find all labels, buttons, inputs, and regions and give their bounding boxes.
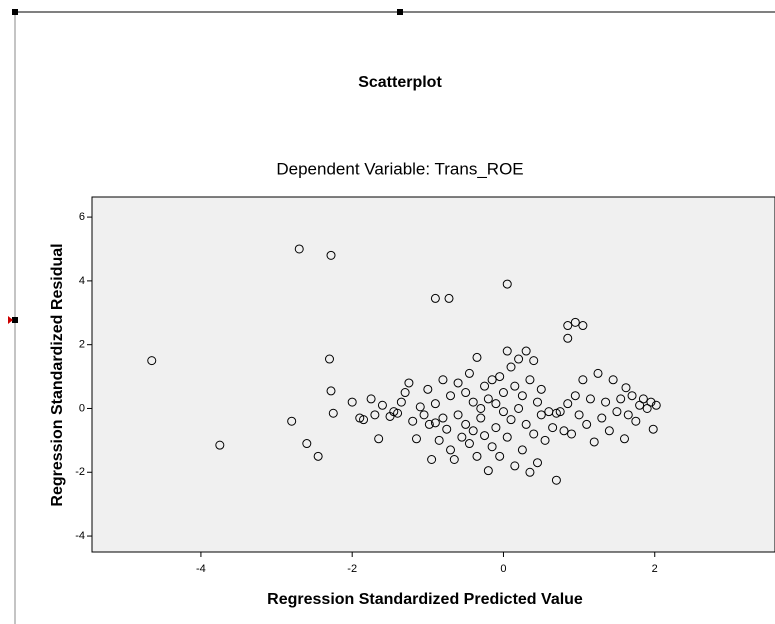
chart-subtitle: Dependent Variable: Trans_ROE	[276, 159, 523, 178]
plot-area	[92, 197, 775, 552]
y-axis-label: Regression Standardized Residual	[49, 243, 66, 506]
y-tick-label: 2	[79, 339, 85, 351]
x-tick-label: -4	[196, 563, 206, 575]
x-tick-label: 2	[652, 563, 658, 575]
handle	[397, 9, 403, 15]
y-tick-label: -4	[75, 530, 85, 542]
x-tick-label: -2	[347, 563, 357, 575]
plot: -4 -2 0 2 4 6 -4 -2 0 2	[75, 197, 775, 575]
y-tick-label: -2	[75, 466, 85, 478]
handle	[12, 9, 18, 15]
y-tick-label: 6	[79, 211, 85, 223]
y-tick-label: 4	[79, 275, 85, 287]
chart: Scatterplot Dependent Variable: Trans_RO…	[0, 0, 775, 624]
x-axis-label: Regression Standardized Predicted Value	[267, 591, 583, 608]
x-tick-label: 0	[500, 563, 506, 575]
chart-title: Scatterplot	[358, 74, 442, 91]
y-tick-label: 0	[79, 402, 85, 414]
